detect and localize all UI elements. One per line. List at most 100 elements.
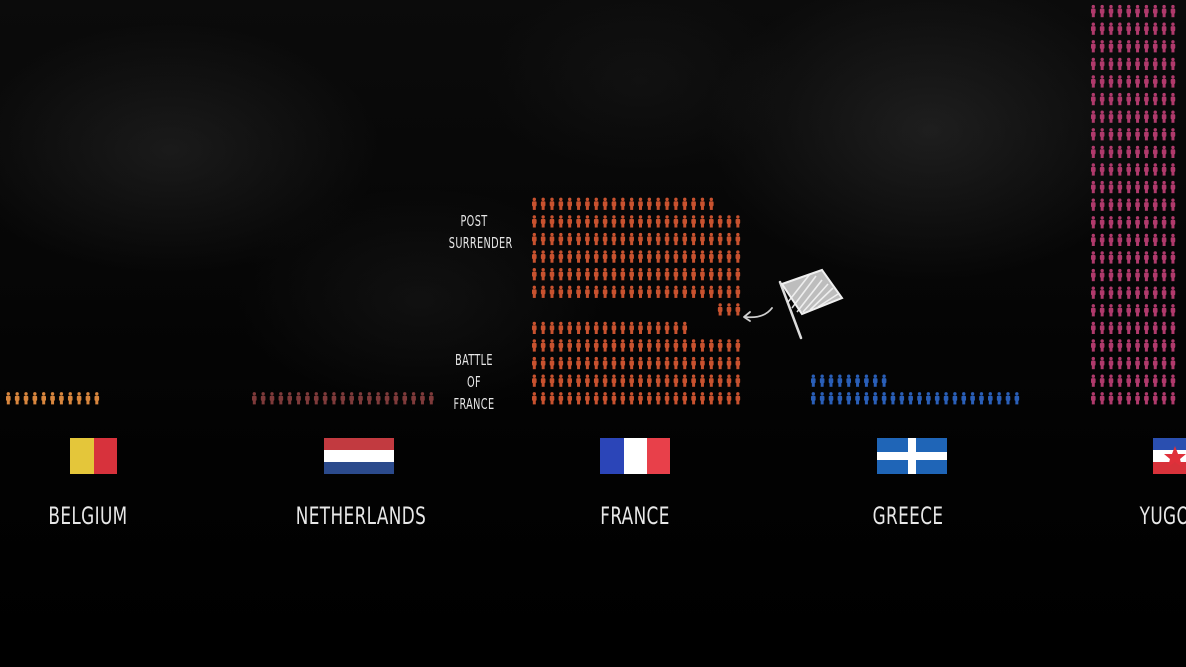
arrow-left-icon [743, 307, 773, 322]
person-icon [1117, 251, 1123, 264]
person-icon [726, 268, 732, 281]
person-icon [961, 392, 967, 405]
person-icon [1135, 22, 1140, 35]
person-icon [1099, 286, 1105, 299]
person-icon [872, 392, 878, 405]
person-icon [331, 392, 337, 405]
person-icon [1152, 304, 1158, 317]
person-icon [576, 250, 581, 263]
person-icon [638, 215, 643, 228]
person-icon [1126, 392, 1131, 405]
person-icon [709, 339, 714, 352]
person-icon [638, 285, 643, 298]
person-icon [1091, 198, 1096, 211]
person-icon [1108, 198, 1114, 211]
person-icon [1091, 145, 1096, 158]
person-icon [549, 197, 555, 210]
person-icon [682, 339, 688, 352]
greece-flag-icon [877, 438, 947, 474]
person-icon [620, 374, 626, 387]
person-icon [1152, 339, 1158, 352]
person-icon [1144, 40, 1149, 53]
person-icon [1152, 110, 1158, 123]
person-icon [717, 339, 723, 352]
person-icon [1117, 92, 1123, 106]
person-icon [393, 392, 399, 405]
person-icon [602, 339, 608, 352]
person-icon [402, 392, 408, 405]
person-icon [872, 374, 878, 387]
person-icon [638, 356, 643, 370]
person-icon [540, 285, 546, 298]
person-icon [1170, 180, 1176, 194]
person-icon [1144, 22, 1149, 35]
person-icon [1091, 251, 1096, 264]
person-icon [1170, 286, 1176, 299]
person-icon [1170, 92, 1176, 106]
person-icon [691, 392, 696, 405]
person-icon [620, 356, 626, 370]
person-icon [593, 250, 599, 263]
person-icon [1117, 22, 1123, 35]
person-icon [1161, 163, 1167, 176]
person-icon [620, 392, 626, 405]
person-icon [1152, 92, 1158, 106]
person-icon [1161, 356, 1167, 370]
person-icon [532, 374, 537, 387]
person-icon [287, 392, 292, 405]
person-icon [567, 232, 572, 246]
person-icon [899, 392, 905, 405]
person-icon [726, 392, 732, 405]
person-icon [717, 303, 723, 316]
person-icon [1108, 128, 1114, 141]
person-icon [664, 356, 670, 370]
person-icon [1099, 198, 1105, 211]
person-icon [1144, 321, 1149, 334]
person-icon [700, 250, 705, 263]
belgium-flag-icon [70, 438, 117, 474]
person-icon [1144, 163, 1149, 176]
person-icon [620, 285, 626, 298]
person-icon [1091, 128, 1096, 141]
person-icon [717, 232, 723, 246]
person-icon [585, 215, 590, 228]
person-icon [429, 392, 434, 405]
person-icon [629, 321, 634, 334]
person-icon [1108, 75, 1114, 88]
person-icon [735, 303, 741, 316]
person-icon [970, 392, 975, 405]
person-icon [952, 392, 958, 405]
person-icon [602, 285, 608, 298]
person-icon [278, 392, 284, 405]
person-icon [1108, 392, 1114, 405]
person-icon [682, 215, 688, 228]
person-icon [585, 392, 590, 405]
person-icon [717, 268, 723, 281]
person-icon [811, 374, 816, 387]
person-icon [620, 197, 626, 210]
person-icon [664, 215, 670, 228]
person-icon [1126, 92, 1131, 106]
person-icon [1126, 22, 1131, 35]
person-icon [735, 356, 741, 370]
person-icon [700, 232, 705, 246]
person-icon [837, 374, 843, 387]
person-icon [1099, 163, 1105, 176]
person-icon [1161, 198, 1167, 211]
person-icon [1099, 233, 1105, 246]
person-icon [6, 392, 11, 405]
person-icon [828, 392, 834, 405]
person-icon [602, 268, 608, 281]
person-icon [1091, 75, 1096, 88]
annotation-post-surrender: POST SURRENDER [431, 210, 517, 254]
person-icon [664, 321, 670, 334]
person-icon [629, 197, 634, 210]
person-icon [691, 232, 696, 246]
person-icon [576, 374, 581, 387]
person-icon [532, 356, 537, 370]
person-icon [647, 285, 652, 298]
person-icon [1126, 75, 1131, 88]
person-icon [1091, 392, 1096, 405]
person-icon [735, 215, 741, 228]
